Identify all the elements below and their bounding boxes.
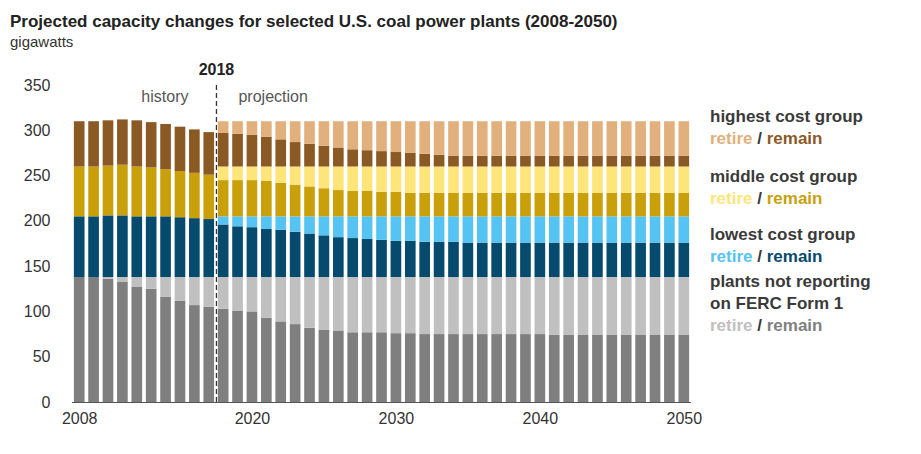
html-text:retire / remain: retire / remain bbox=[710, 189, 823, 208]
html-text:retire / remain: retire / remain bbox=[710, 129, 823, 148]
html-text:retire / remain: retire / remain bbox=[710, 316, 823, 335]
html-text:retire / remain: retire / remain bbox=[710, 247, 823, 266]
svg-text:2050: 2050 bbox=[667, 410, 703, 427]
svg-text:2008: 2008 bbox=[62, 410, 98, 427]
svg-text:300: 300 bbox=[24, 122, 51, 139]
svg-text:100: 100 bbox=[24, 303, 51, 320]
svg-text:projection: projection bbox=[238, 88, 307, 105]
svg-text:2040: 2040 bbox=[523, 410, 559, 427]
html-text:highest cost group: highest cost group bbox=[710, 107, 863, 126]
svg-text:350: 350 bbox=[24, 77, 51, 94]
html-text:plants not reporting on FERC F: plants not reporting on FERC Form 1 bbox=[710, 272, 871, 313]
svg-text:250: 250 bbox=[24, 167, 51, 184]
html-text:lowest cost group: lowest cost group bbox=[710, 225, 856, 244]
svg-text:50: 50 bbox=[33, 348, 51, 365]
html-text:Projected capacity changes for: Projected capacity changes for selected … bbox=[10, 12, 618, 31]
svg-text:2018: 2018 bbox=[199, 61, 235, 78]
html-text:middle cost group: middle cost group bbox=[710, 167, 858, 186]
svg-text:0: 0 bbox=[42, 394, 51, 411]
svg-text:150: 150 bbox=[24, 258, 51, 275]
html-text:gigawatts: gigawatts bbox=[10, 33, 74, 50]
svg-text:2030: 2030 bbox=[379, 410, 415, 427]
svg-text:200: 200 bbox=[24, 212, 51, 229]
svg-text:history: history bbox=[141, 88, 188, 105]
svg-text:2020: 2020 bbox=[235, 410, 271, 427]
